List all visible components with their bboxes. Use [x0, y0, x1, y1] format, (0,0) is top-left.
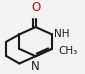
Text: O: O: [31, 1, 40, 14]
Text: NH: NH: [54, 29, 70, 39]
Text: N: N: [31, 60, 40, 73]
Text: CH₃: CH₃: [58, 46, 78, 56]
